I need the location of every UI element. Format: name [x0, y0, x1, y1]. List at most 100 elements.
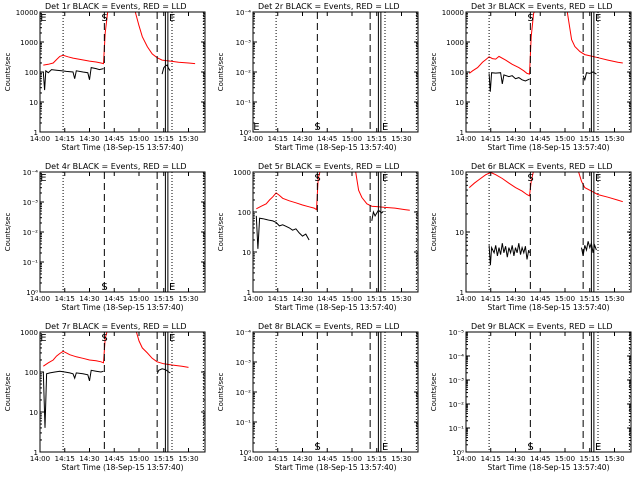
y-axis-label: Counts/sec [4, 373, 12, 412]
y-tick-label: 100 [451, 169, 464, 177]
series-group [255, 172, 410, 249]
x-tick-label: 15:30 [604, 295, 624, 303]
series-events-line [488, 72, 530, 92]
x-tick-label: 14:15 [268, 455, 288, 463]
x-tick-label: 14:30 [505, 295, 525, 303]
y-tick-label: 100 [25, 369, 38, 377]
marker-e: E [253, 122, 259, 133]
x-tick-label: 15:15 [580, 295, 600, 303]
y-axis-label: Counts/sec [4, 213, 12, 252]
marker-e: E [169, 13, 175, 24]
marker-e: E [382, 122, 388, 133]
y-tick-label: 10⁰ [26, 289, 38, 297]
panel-det-2: Det 2r BLACK = Events, RED = LLD E S E 14:00… [217, 2, 419, 152]
y-tick-label: 10⁰ [239, 129, 251, 137]
y-tick-label: 10⁻² [23, 229, 39, 237]
x-tick-label: 14:45 [317, 455, 337, 463]
series-lld-line [355, 172, 410, 211]
marker-s: S [527, 13, 533, 24]
y-tick-label: 10⁻³ [236, 39, 252, 47]
y-tick-label: 10 [455, 229, 464, 237]
x-axis-label: Start Time (18-Sep-15 13:57:40) [488, 143, 610, 152]
x-tick-label: 15:15 [367, 295, 387, 303]
panel-title: Det 2r BLACK = Events, RED = LLD [258, 2, 400, 11]
y-tick-label: 10⁻⁴ [236, 9, 252, 17]
x-tick-label: 15:00 [342, 135, 362, 143]
series-lld-line [256, 172, 321, 211]
panel-title: Det 5r BLACK = Events, RED = LLD [258, 162, 400, 171]
x-tick-label: 15:30 [178, 135, 198, 143]
y-tick-label: 10⁻⁴ [23, 169, 39, 177]
y-tick-label: 10000 [16, 9, 38, 17]
x-tick-label: 15:30 [604, 455, 624, 463]
y-tick-label: 10 [455, 99, 464, 107]
y-tick-label: 10⁻¹ [449, 425, 465, 433]
plot-frame [465, 331, 632, 453]
plot-frame [39, 331, 206, 453]
x-tick-label: 15:15 [154, 135, 174, 143]
plot-frame [39, 11, 206, 133]
x-tick-label: 14:45 [317, 135, 337, 143]
series-lld-line [43, 332, 108, 367]
x-tick-label: 14:15 [55, 135, 75, 143]
series-events-line [255, 215, 310, 249]
x-tick-label: 14:00 [243, 295, 263, 303]
x-tick-label: 15:15 [367, 135, 387, 143]
marker-s: S [314, 122, 320, 133]
marker-e: E [169, 282, 175, 293]
x-tick-label: 14:00 [30, 295, 50, 303]
series-lld-line [134, 12, 196, 65]
y-tick-label: 10 [242, 249, 251, 257]
plot-frame [252, 11, 419, 133]
y-tick-label: 10⁻¹ [236, 419, 252, 427]
marker-e: E [595, 442, 601, 453]
panel-det-4: Det 4r BLACK = Events, RED = LLD E S E 14:00… [4, 162, 206, 312]
x-tick-label: 15:15 [367, 455, 387, 463]
y-tick-label: 10⁻² [236, 389, 252, 397]
marker-e: E [40, 173, 46, 184]
x-tick-label: 14:45 [104, 455, 124, 463]
x-tick-label: 14:00 [456, 135, 476, 143]
x-tick-label: 15:00 [555, 135, 575, 143]
y-tick-label: 100 [238, 209, 251, 217]
y-tick-label: 100 [25, 69, 38, 77]
y-tick-label: 1 [247, 289, 251, 297]
marker-s: S [101, 282, 107, 293]
plot-frame [252, 171, 419, 293]
x-axis-label: Start Time (18-Sep-15 13:57:40) [488, 463, 610, 472]
y-tick-label: 1 [34, 129, 38, 137]
x-tick-label: 15:00 [342, 295, 362, 303]
marker-s: S [527, 173, 533, 184]
x-tick-label: 14:45 [104, 135, 124, 143]
x-axis-label: Start Time (18-Sep-15 13:57:40) [488, 303, 610, 312]
series-group [42, 332, 189, 428]
series-lld-line [468, 12, 536, 75]
x-tick-label: 15:30 [391, 295, 411, 303]
x-tick-label: 14:30 [292, 135, 312, 143]
plot-frame [252, 331, 419, 453]
x-tick-label: 15:15 [154, 455, 174, 463]
series-lld-line [566, 12, 623, 64]
series-events-line [161, 64, 171, 75]
y-tick-label: 1000 [446, 39, 464, 47]
plot-frame [465, 11, 632, 133]
series-group [468, 172, 623, 266]
y-tick-label: 1000 [20, 39, 38, 47]
x-tick-label: 14:30 [292, 455, 312, 463]
y-tick-label: 10⁻¹ [23, 259, 39, 267]
x-tick-label: 14:30 [505, 135, 525, 143]
panel-title: Det 1r BLACK = Events, RED = LLD [45, 2, 187, 11]
y-tick-label: 10000 [442, 9, 464, 17]
y-tick-label: 1 [460, 129, 464, 137]
marker-e: E [382, 173, 388, 184]
series-events-line [371, 209, 384, 221]
marker-e: E [169, 333, 175, 344]
x-tick-label: 14:45 [104, 295, 124, 303]
x-axis-label: Start Time (18-Sep-15 13:57:40) [275, 463, 397, 472]
y-tick-label: 10 [29, 99, 38, 107]
x-tick-label: 14:30 [292, 295, 312, 303]
x-tick-label: 15:30 [604, 135, 624, 143]
x-axis-label: Start Time (18-Sep-15 13:57:40) [275, 143, 397, 152]
